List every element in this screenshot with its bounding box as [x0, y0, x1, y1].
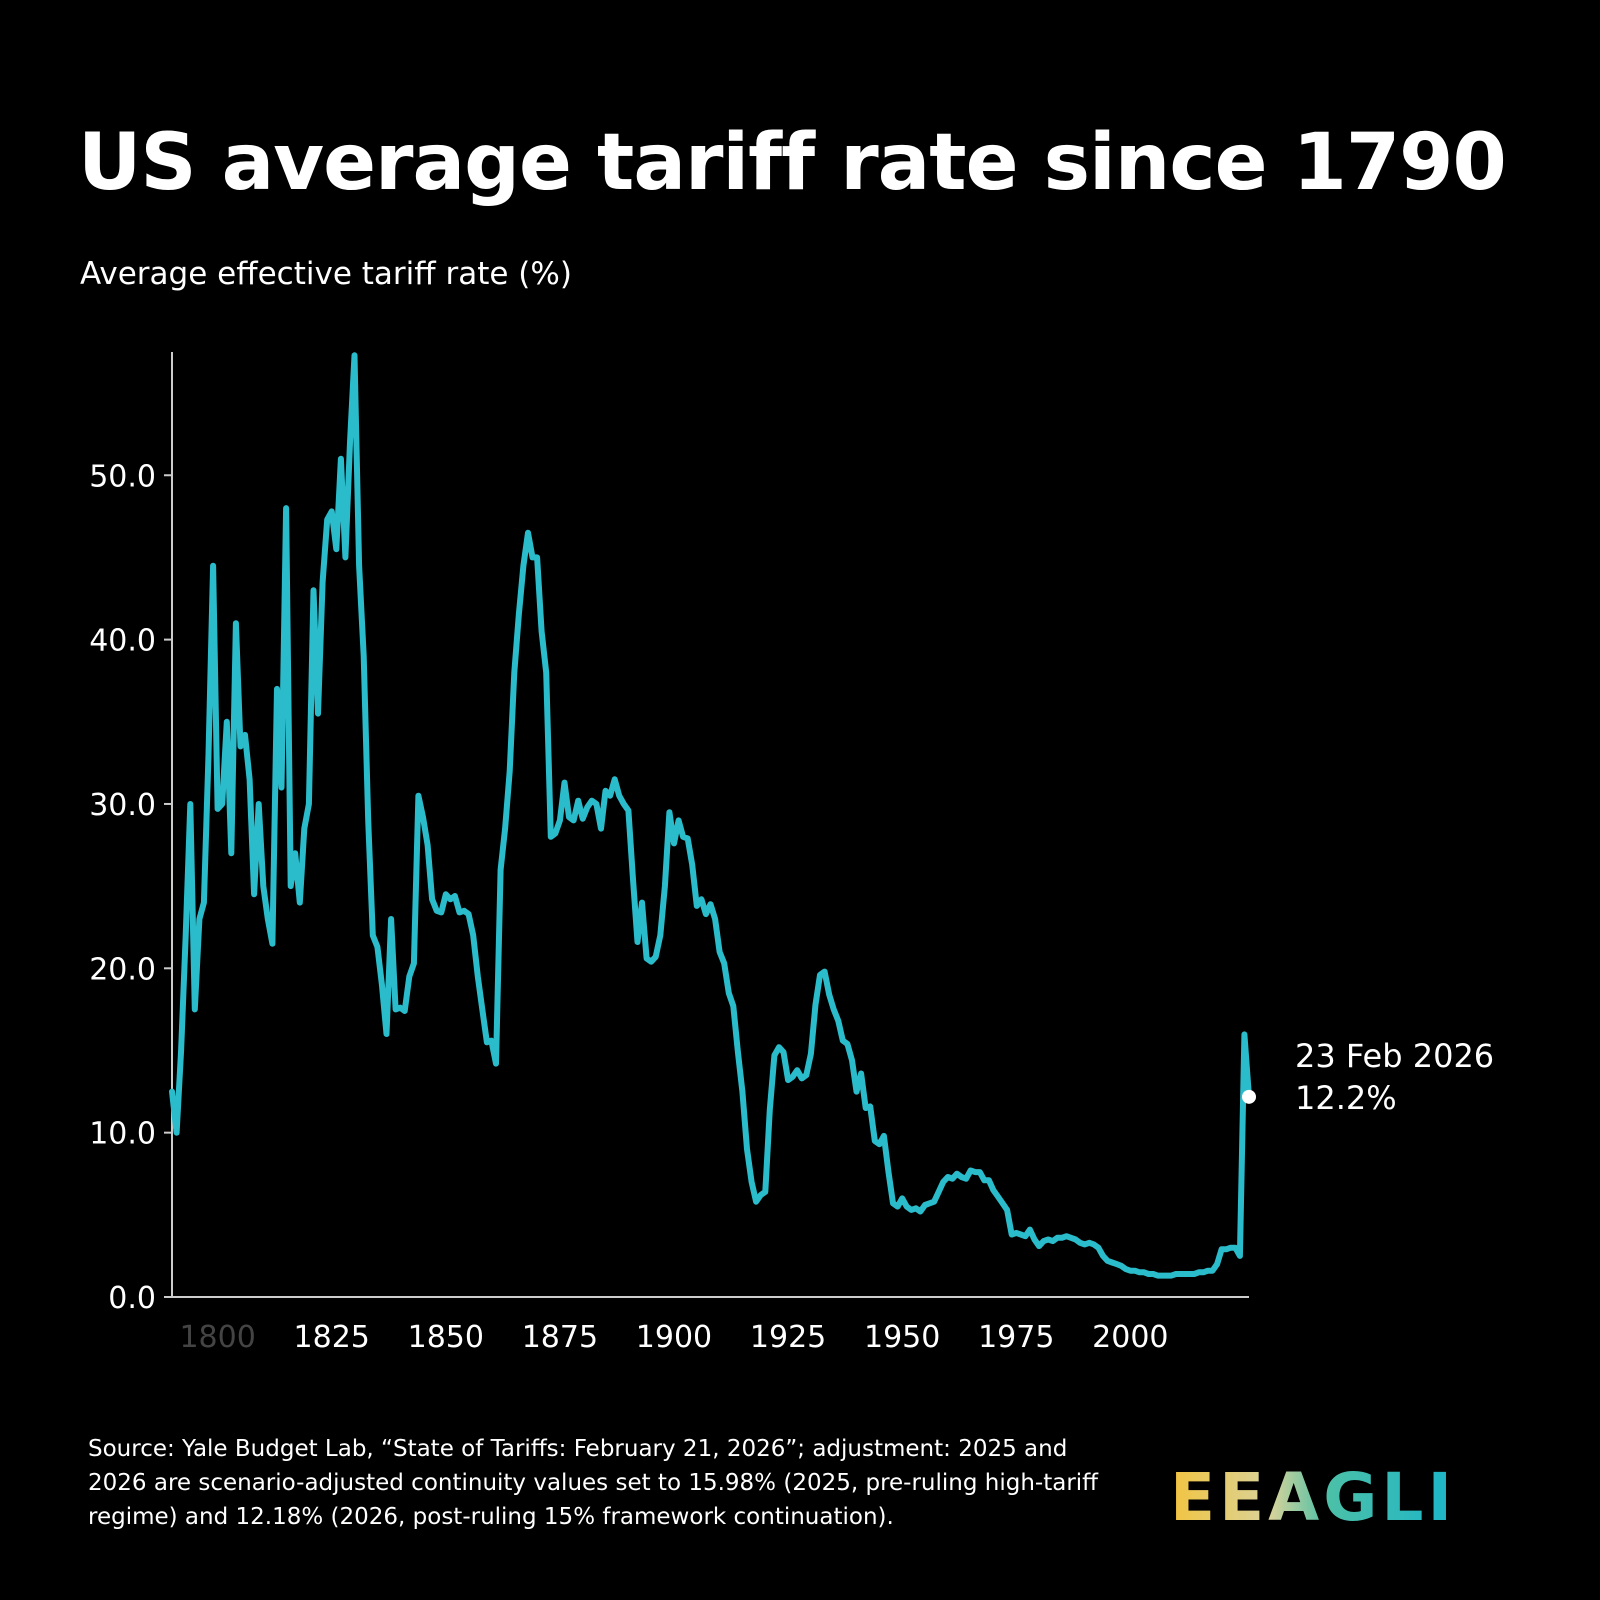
chart-title: US average tariff rate since 1790 [78, 118, 1507, 208]
line-chart: 0.0 10.0 20.0 30.0 40.0 50.0 1800 1825 1850 1875 1… [89, 352, 1494, 1355]
svg-text:EEAGLI: EEAGLI [1170, 1460, 1456, 1530]
x-tick-label: 1850 [408, 1320, 484, 1355]
annotation-value: 12.2% [1295, 1079, 1397, 1117]
source-note: Source: Yale Budget Lab, “State of Tarif… [88, 1436, 1099, 1530]
y-tick-label: 10.0 [89, 1117, 156, 1152]
x-tick-label: 1975 [978, 1320, 1054, 1355]
x-tick-label: 1825 [294, 1320, 370, 1355]
axes: 0.0 10.0 20.0 30.0 40.0 50.0 1800 1825 1850 1875 1… [89, 352, 1249, 1355]
y-tick-label: 40.0 [89, 624, 156, 659]
x-tick-label: 1800 [179, 1320, 255, 1355]
y-tick-label: 20.0 [89, 952, 156, 987]
eeagli-logo: EEAGLI [1170, 1460, 1456, 1530]
y-tick-label: 0.0 [108, 1281, 156, 1316]
annotation-date: 23 Feb 2026 [1295, 1037, 1494, 1075]
latest-value-marker [1242, 1089, 1256, 1104]
x-tick-label: 1925 [750, 1320, 826, 1355]
x-tick-label: 1875 [522, 1320, 598, 1355]
y-axis-label: Average effective tariff rate (%) [80, 256, 572, 292]
x-tick-label: 1900 [636, 1320, 712, 1355]
x-tick-label: 1950 [864, 1320, 940, 1355]
tariff-rate-line [169, 352, 1252, 1279]
y-tick-label: 50.0 [89, 459, 156, 494]
y-tick-label: 30.0 [89, 788, 156, 823]
x-tick-label: 2000 [1092, 1320, 1168, 1355]
